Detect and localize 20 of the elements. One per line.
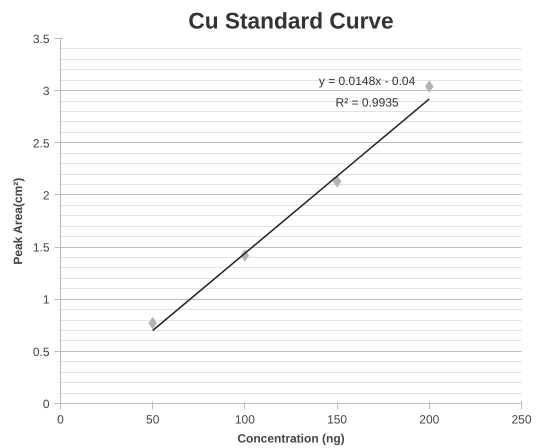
y-tick-label: 2.5 <box>32 136 50 150</box>
y-tick-label: 3.5 <box>32 32 50 46</box>
point <box>332 175 342 188</box>
y-tick-label: 1.5 <box>32 240 50 255</box>
y-axis-title: Peak Area(cm²) <box>10 178 25 265</box>
x-tick-label: 200 <box>419 412 440 426</box>
x-tick-label: 100 <box>234 412 256 426</box>
annotation: y = 0.0148x - 0.04 <box>318 74 416 88</box>
x-axis-title: Concentration (ng) <box>237 432 345 446</box>
y-tick-label: 0 <box>42 397 50 411</box>
y-tick-label: 0.5 <box>32 344 50 359</box>
y-tick-label: 1 <box>42 292 50 307</box>
x-tick-label: 250 <box>511 412 532 426</box>
chart-title: Cu Standard Curve <box>188 8 394 34</box>
x-tick-label: 0 <box>57 412 64 426</box>
x-tick-label: 150 <box>327 412 348 426</box>
annotation: R² = 0.9935 <box>336 96 399 110</box>
x-tick-label: 50 <box>146 412 160 426</box>
y-tick-label: 2 <box>42 188 50 202</box>
y-tick-label: 3 <box>42 84 50 98</box>
